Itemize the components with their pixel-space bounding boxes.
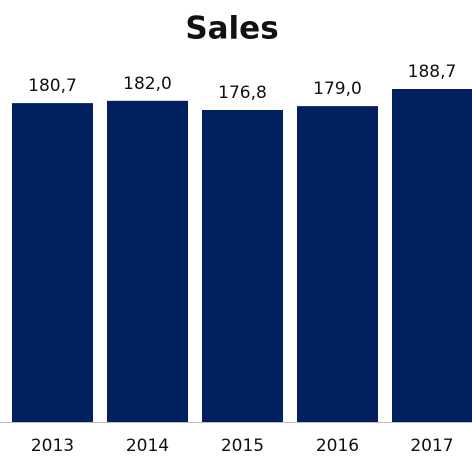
bar bbox=[392, 89, 472, 422]
data-label: 182,0 bbox=[123, 74, 172, 94]
data-label: 179,0 bbox=[313, 79, 362, 99]
bar bbox=[297, 106, 378, 422]
x-tick-label: 2017 bbox=[410, 436, 453, 456]
bar bbox=[202, 110, 283, 422]
data-label: 188,7 bbox=[408, 62, 457, 82]
x-tick-label: 2013 bbox=[31, 436, 74, 456]
chart-title: Sales bbox=[185, 11, 278, 47]
x-tick-label: 2015 bbox=[221, 436, 264, 456]
data-label: 176,8 bbox=[218, 83, 267, 103]
data-label: 180,7 bbox=[28, 76, 77, 96]
x-tick-label: 2014 bbox=[126, 436, 169, 456]
bar bbox=[12, 103, 93, 422]
x-tick-label: 2016 bbox=[316, 436, 359, 456]
bar bbox=[107, 100, 188, 422]
